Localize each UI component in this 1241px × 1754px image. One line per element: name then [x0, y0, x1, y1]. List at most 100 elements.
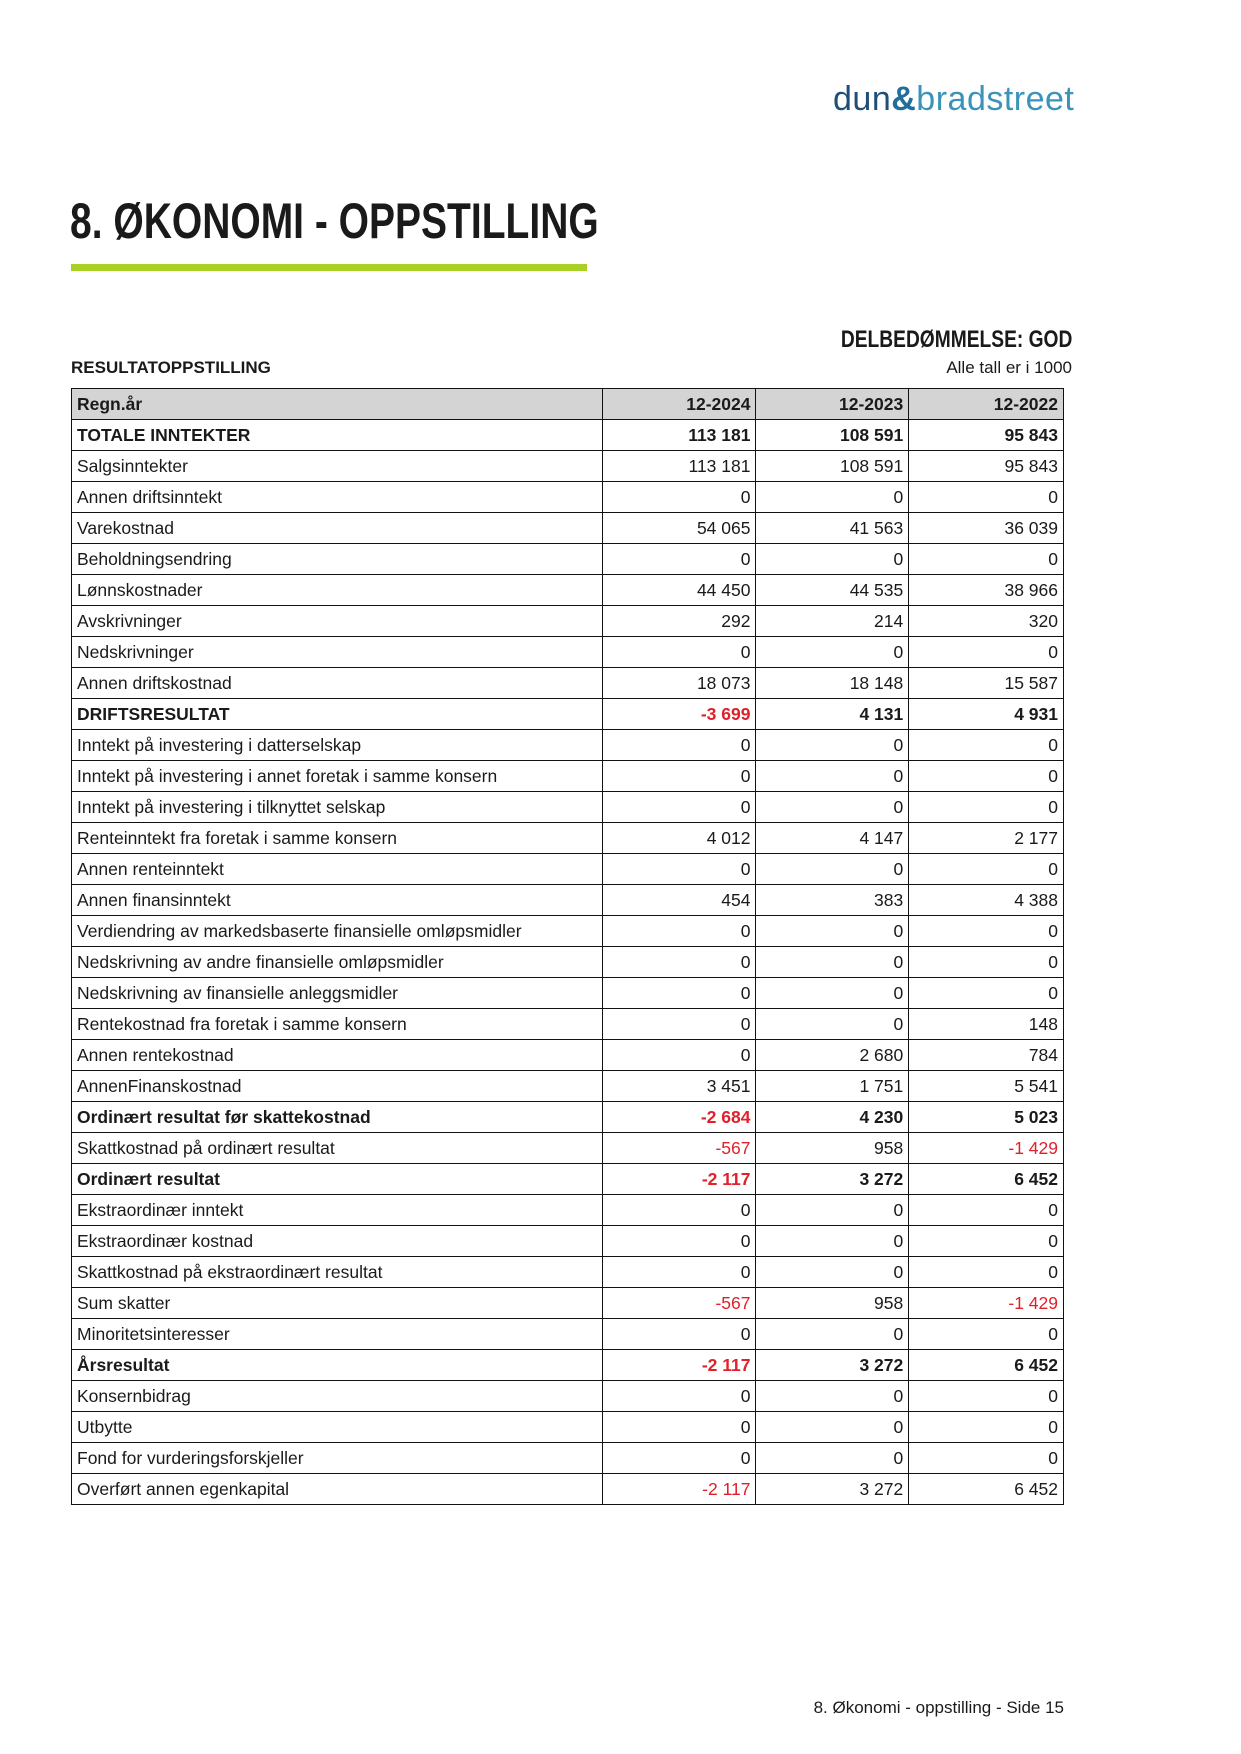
- cell-value-2023: 0: [755, 1225, 910, 1257]
- table-row: Renteinntekt fra foretak i samme konsern…: [71, 822, 1064, 854]
- table-row: Konsernbidrag 0 0 0: [71, 1380, 1064, 1412]
- cell-value-2023: 3 272: [755, 1349, 910, 1381]
- cell-value-2024: 0: [601, 915, 757, 947]
- cell-value-2023: 108 591: [755, 450, 910, 482]
- page-footer: 8. Økonomi - oppstilling - Side 15: [813, 1698, 1064, 1717]
- cell-value-2024: 0: [601, 1256, 757, 1288]
- cell-value-2023: 0: [755, 791, 910, 823]
- row-label: Nedskrivning av andre finansielle omløps…: [71, 946, 603, 978]
- section-title: RESULTATOPPSTILLING: [71, 358, 271, 377]
- cell-value-2023: 44 535: [755, 574, 910, 606]
- row-label: Ekstraordinær inntekt: [71, 1194, 603, 1226]
- cell-value-2022: 95 843: [908, 450, 1064, 482]
- row-label: Annen rentekostnad: [71, 1039, 603, 1071]
- cell-value-2024: -567: [601, 1132, 757, 1164]
- cell-value-2024: 0: [601, 1411, 757, 1443]
- cell-value-2022: 0: [908, 1442, 1064, 1474]
- cell-value-2024: 0: [601, 1039, 757, 1071]
- cell-value-2024: 0: [601, 543, 757, 575]
- cell-value-2023: 4 131: [755, 698, 910, 730]
- cell-value-2023: 4 147: [755, 822, 910, 854]
- row-label: Inntekt på investering i tilknyttet sels…: [71, 791, 603, 823]
- cell-value-2024: 0: [601, 977, 757, 1009]
- cell-value-2023: 4 230: [755, 1101, 910, 1133]
- cell-value-2023: 2 680: [755, 1039, 910, 1071]
- row-label: Beholdningsendring: [71, 543, 603, 575]
- title-underline-bar: [71, 264, 587, 271]
- cell-value-2023: 0: [755, 1380, 910, 1412]
- row-label: Sum skatter: [71, 1287, 603, 1319]
- table-row: Nedskrivninger 0 0 0: [71, 636, 1064, 668]
- table-row: Skattkostnad på ordinært resultat -567 958…: [71, 1132, 1064, 1164]
- cell-value-2022: 0: [908, 481, 1064, 513]
- table-row: Verdiendring av markedsbaserte finansiel…: [71, 915, 1064, 947]
- cell-value-2022: 0: [908, 977, 1064, 1009]
- cell-value-2023: 0: [755, 760, 910, 792]
- cell-value-2024: 0: [601, 1225, 757, 1257]
- cell-value-2023: 383: [755, 884, 910, 916]
- row-label: Renteinntekt fra foretak i samme konsern: [71, 822, 603, 854]
- row-label: Skattkostnad på ordinært resultat: [71, 1132, 603, 1164]
- table-row: Varekostnad 54 065 41 563 36 039: [71, 512, 1064, 544]
- logo-text-bradstreet: bradstreet: [916, 80, 1075, 118]
- table-row: Ordinært resultat -2 117 3 272 6 452: [71, 1163, 1064, 1195]
- units-note: Alle tall er i 1000: [946, 358, 1072, 377]
- partial-rating: DELBEDØMMELSE: GOD: [840, 326, 1072, 353]
- table-row: Årsresultat -2 117 3 272 6 452: [71, 1349, 1064, 1381]
- cell-value-2022: 0: [908, 1318, 1064, 1350]
- cell-value-2023: 214: [755, 605, 910, 637]
- cell-value-2024: -2 117: [601, 1473, 757, 1505]
- table-row: Ordinært resultat før skattekostnad -2 68…: [71, 1101, 1064, 1133]
- row-label: Ekstraordinær kostnad: [71, 1225, 603, 1257]
- cell-value-2024: 0: [601, 481, 757, 513]
- column-header-2024: 12-2024: [601, 388, 757, 420]
- row-label: Salgsinntekter: [71, 450, 603, 482]
- table-row: Ekstraordinær inntekt 0 0 0: [71, 1194, 1064, 1226]
- row-label: Minoritetsinteresser: [71, 1318, 603, 1350]
- column-header-2023: 12-2023: [755, 388, 910, 420]
- logo-ampersand: &: [891, 80, 917, 118]
- row-label: Ordinært resultat før skattekostnad: [71, 1101, 603, 1133]
- dun-bradstreet-logo: dun&bradstreet: [833, 80, 1074, 119]
- table-row: Skattkostnad på ekstraordinært resultat 0…: [71, 1256, 1064, 1288]
- row-label: Verdiendring av markedsbaserte finansiel…: [71, 915, 603, 947]
- table-row: Annen finansinntekt 454 383 4 388: [71, 884, 1064, 916]
- row-label: DRIFTSRESULTAT: [71, 698, 603, 730]
- table-row: Ekstraordinær kostnad 0 0 0: [71, 1225, 1064, 1257]
- cell-value-2024: 0: [601, 1442, 757, 1474]
- cell-value-2024: 0: [601, 1380, 757, 1412]
- row-label: Skattkostnad på ekstraordinært resultat: [71, 1256, 603, 1288]
- cell-value-2024: -567: [601, 1287, 757, 1319]
- cell-value-2024: 44 450: [601, 574, 757, 606]
- cell-value-2022: 5 541: [908, 1070, 1064, 1102]
- cell-value-2022: 6 452: [908, 1163, 1064, 1195]
- cell-value-2023: 3 272: [755, 1473, 910, 1505]
- table-row: Inntekt på investering i datterselskap 0 0…: [71, 729, 1064, 761]
- cell-value-2024: 113 181: [601, 419, 757, 451]
- cell-value-2024: 0: [601, 946, 757, 978]
- cell-value-2023: 41 563: [755, 512, 910, 544]
- cell-value-2024: -2 117: [601, 1349, 757, 1381]
- cell-value-2023: 0: [755, 543, 910, 575]
- cell-value-2022: -1 429: [908, 1132, 1064, 1164]
- row-label: Annen driftskostnad: [71, 667, 603, 699]
- cell-value-2024: 0: [601, 791, 757, 823]
- row-label: Lønnskostnader: [71, 574, 603, 606]
- cell-value-2024: -3 699: [601, 698, 757, 730]
- row-label: Ordinært resultat: [71, 1163, 603, 1195]
- table-row: Avskrivninger 292 214 320: [71, 605, 1064, 637]
- cell-value-2022: 6 452: [908, 1349, 1064, 1381]
- cell-value-2022: 0: [908, 1380, 1064, 1412]
- cell-value-2022: 0: [908, 946, 1064, 978]
- cell-value-2023: 108 591: [755, 419, 910, 451]
- table-row: Nedskrivning av andre finansielle omløps…: [71, 946, 1064, 978]
- row-label: Konsernbidrag: [71, 1380, 603, 1412]
- table-row: Overført annen egenkapital -2 117 3 272 6 4…: [71, 1473, 1064, 1505]
- cell-value-2022: -1 429: [908, 1287, 1064, 1319]
- table-row: Inntekt på investering i tilknyttet sels…: [71, 791, 1064, 823]
- table-row: TOTALE INNTEKTER 113 181 108 591 95 843: [71, 419, 1064, 451]
- cell-value-2023: 0: [755, 729, 910, 761]
- cell-value-2022: 0: [908, 636, 1064, 668]
- cell-value-2022: 0: [908, 1256, 1064, 1288]
- table-row: Inntekt på investering i annet foretak i…: [71, 760, 1064, 792]
